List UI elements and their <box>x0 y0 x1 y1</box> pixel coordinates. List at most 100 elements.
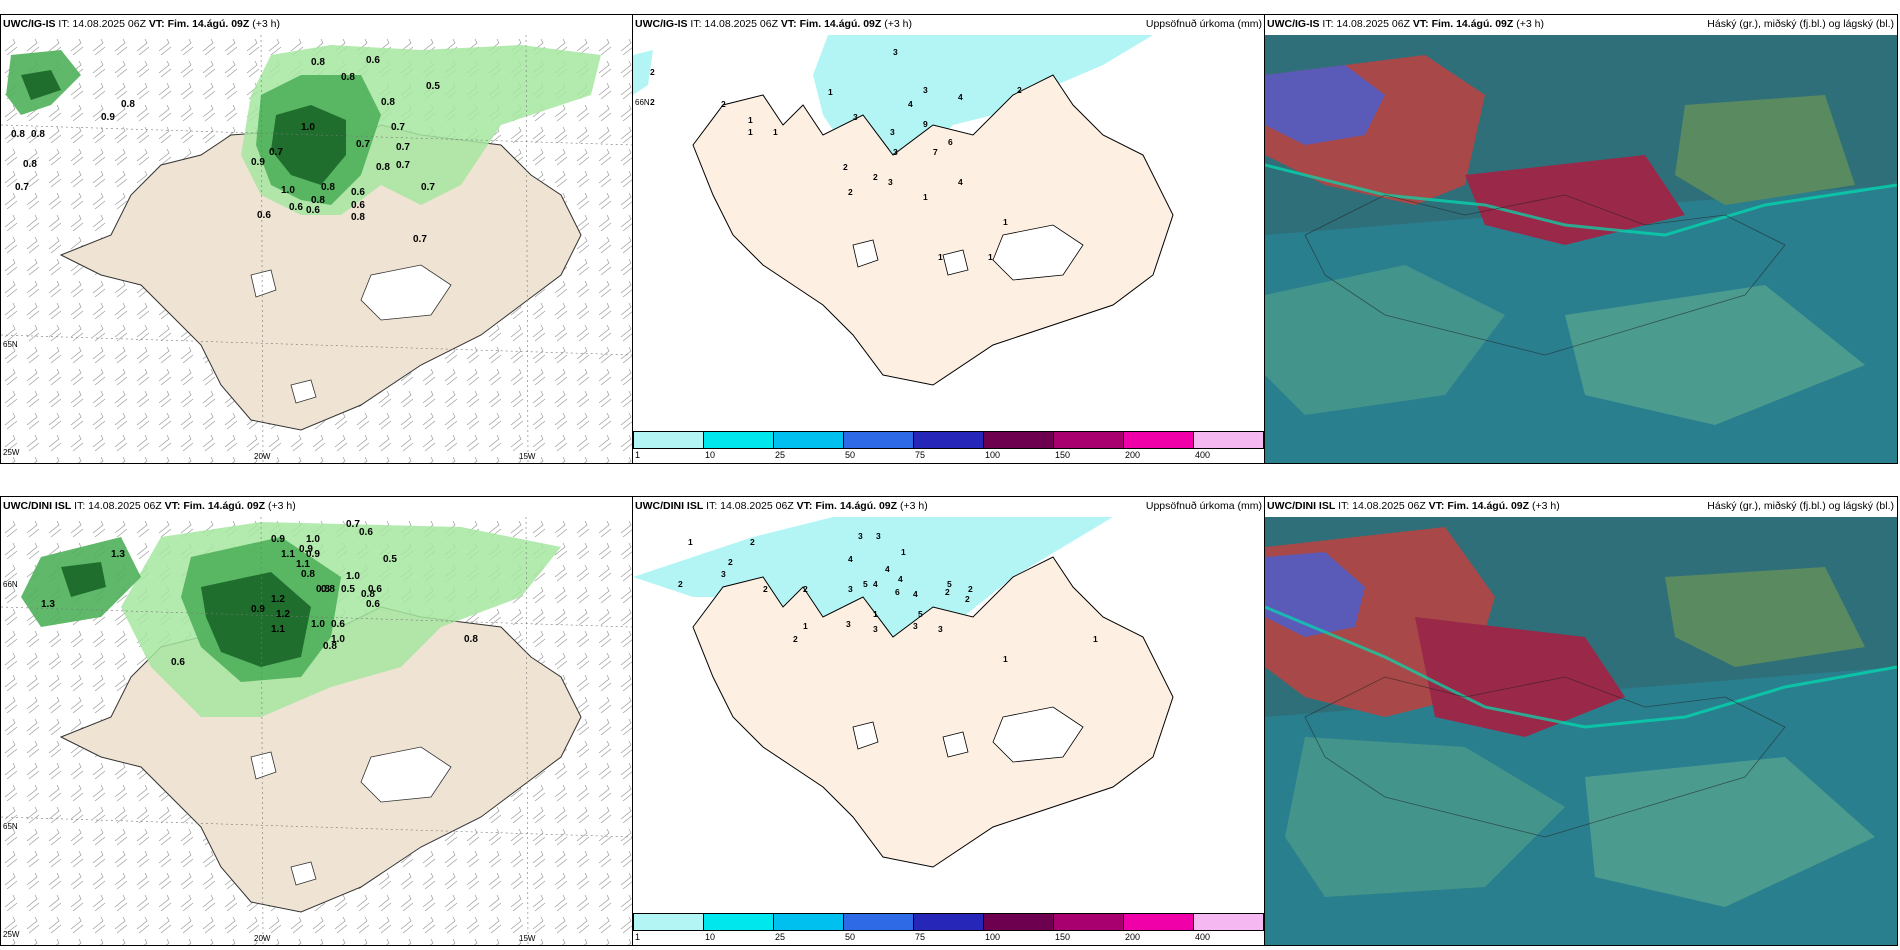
colorbar-tick: 50 <box>845 450 856 460</box>
cloud-value: 0.9 <box>251 604 265 615</box>
precip-value: 2 <box>721 99 726 109</box>
colorbar-segment <box>913 431 984 449</box>
cloud-value: 0.6 <box>351 200 365 211</box>
cloud-value: 1.1 <box>271 624 285 635</box>
cloud-layers-map[interactable] <box>1265 517 1897 945</box>
glacier <box>360 746 452 803</box>
panel-cloud-dini: UWC/DINI ISL IT: 14.08.2025 06Z VT: Fim.… <box>0 496 634 946</box>
cloud-value: 0.7 <box>396 160 410 171</box>
precip-map[interactable]: 66N 3 2 2 2 3 1 3 4 9 1 1 1 3 2 3 7 6 4 … <box>633 35 1265 427</box>
precip-value: 6 <box>895 587 900 597</box>
precip-value: 2 <box>873 172 878 182</box>
precip-dark-green <box>271 105 346 185</box>
cloud-value: 0.8 <box>311 57 325 68</box>
panel-cloudlayers-ig: UWC/IG-IS IT: 14.08.2025 06Z VT: Fim. 14… <box>1264 14 1898 464</box>
panel-title: UWC/IG-IS IT: 14.08.2025 06Z VT: Fim. 14… <box>3 18 280 30</box>
cloud-cover-map[interactable]: 20W 15W 25W 65N 66N 0.7 0.6 0.9 1.0 0.5 … <box>1 517 633 945</box>
axis-label-25w: 25W <box>3 448 20 457</box>
axis-label-66n: 66N <box>635 98 650 107</box>
cloud-value: 1.2 <box>276 609 290 620</box>
iceland-land <box>59 124 582 431</box>
precip-value: 5 <box>947 579 952 589</box>
cloud-value: 0.7 <box>269 147 283 158</box>
panel-cloud-ig: UWC/IG-IS IT: 14.08.2025 06Z VT: Fim. 14… <box>0 14 634 464</box>
glacier <box>360 264 452 321</box>
precip-value: 1 <box>748 127 753 137</box>
cloud-value: 0.8 <box>361 589 375 600</box>
colorbar-tick: 400 <box>1195 450 1211 460</box>
cloud-value: 0.6 <box>289 202 303 213</box>
cloud-value: 0.5 <box>383 554 397 565</box>
cloud-value: 0.8 <box>351 212 365 223</box>
cloud-value: 1.3 <box>41 599 55 610</box>
precip-value: 2 <box>1017 85 1022 95</box>
cloud-value: 0.8 <box>323 641 337 652</box>
cloud-value: 0.7 <box>391 122 405 133</box>
axis-label-15w: 15W <box>519 452 536 461</box>
cloud-value: 0.8 <box>316 584 330 595</box>
colorbar-segment <box>1123 431 1194 449</box>
precip-value: 1 <box>1093 634 1098 644</box>
precip-value: 2 <box>803 584 808 594</box>
precip-area-cyan <box>813 35 1153 175</box>
colorbar-tick: 10 <box>705 450 716 460</box>
cloud-value: 0.6 <box>368 584 382 595</box>
cloud-value: 0.8 <box>31 129 45 140</box>
precip-value: 1 <box>748 115 753 125</box>
colorbar-segment <box>843 913 914 931</box>
colorbar: 1 10 25 50 75 100 150 200 400 <box>633 913 1265 945</box>
cloud-value: 1.1 <box>296 559 310 570</box>
precip-value: 3 <box>873 624 878 634</box>
cloud-value: 0.6 <box>351 187 365 198</box>
panel-variable: Uppsöfnuð úrkoma (mm) <box>1145 18 1262 30</box>
precip-value: 3 <box>853 112 858 122</box>
cloud-layers-map[interactable] <box>1265 35 1897 463</box>
cloud-value: 1.2 <box>271 594 285 605</box>
precip-value: 3 <box>848 584 853 594</box>
panel-variable: Uppsöfnuð úrkoma (mm) <box>1145 500 1262 512</box>
colorbar-tick: 10 <box>705 932 716 942</box>
precip-map[interactable]: 2 3 3 1 2 2 3 4 4 1 2 3 5 4 4 6 4 5 2 2 … <box>633 517 1265 909</box>
panel-title: UWC/DINI ISL IT: 14.08.2025 06Z VT: Fim.… <box>3 500 296 512</box>
colorbar-segment <box>773 913 844 931</box>
cloud-value: 1.0 <box>306 534 320 545</box>
precip-value: 2 <box>750 537 755 547</box>
cloud-cover-map[interactable]: 20W 15W 25W 65N 0.8 0.6 0.5 0.8 0.9 0.8 … <box>1 35 633 463</box>
precip-values: 3 2 2 2 3 1 3 4 9 1 1 1 3 2 3 7 6 4 4 2 … <box>650 47 1022 262</box>
colorbar-tick: 25 <box>775 932 786 942</box>
colorbar-tick: 150 <box>1055 932 1071 942</box>
cloud-value: 0.8 <box>321 584 335 595</box>
cloud-value: 0.8 <box>11 129 25 140</box>
colorbar-segment <box>1053 913 1124 931</box>
cloud-value: 0.8 <box>464 634 478 645</box>
cloud-value: 0.6 <box>306 205 320 216</box>
glacier <box>992 224 1084 281</box>
colorbar-tick: 200 <box>1125 450 1141 460</box>
precip-value: 3 <box>923 85 928 95</box>
precip-value: 3 <box>893 47 898 57</box>
colorbar-segment <box>983 913 1054 931</box>
cloud-value: 0.7 <box>356 139 370 150</box>
axis-label-15w: 15W <box>519 934 536 943</box>
precip-value: 2 <box>650 67 655 77</box>
colorbar-segment <box>773 431 844 449</box>
precip-value: 4 <box>885 564 890 574</box>
colorbar-segment <box>633 431 704 449</box>
cloud-value: 0.9 <box>101 112 115 123</box>
cloud-value: 0.7 <box>15 182 29 193</box>
precip-value: 1 <box>938 252 943 262</box>
colorbar-tick: 1 <box>635 450 641 460</box>
precip-value: 3 <box>858 531 863 541</box>
cloud-value: 1.0 <box>331 634 345 645</box>
cloud-value: 0.8 <box>376 162 390 173</box>
axis-label-20w: 20W <box>254 452 271 461</box>
panel-title: UWC/DINI ISL IT: 14.08.2025 06Z VT: Fim.… <box>635 500 928 512</box>
precip-value: 1 <box>773 127 778 137</box>
precip-value: 3 <box>938 624 943 634</box>
cloud-value: 0.8 <box>311 195 325 206</box>
colorbar-segment <box>913 913 984 931</box>
cloud-values: 0.7 0.6 0.9 1.0 0.5 0.8 0.6 0.6 1.1 1.0 … <box>41 519 478 668</box>
colorbar-tick: 50 <box>845 932 856 942</box>
cloud-value: 0.9 <box>271 534 285 545</box>
cloud-value: 0.8 <box>121 99 135 110</box>
